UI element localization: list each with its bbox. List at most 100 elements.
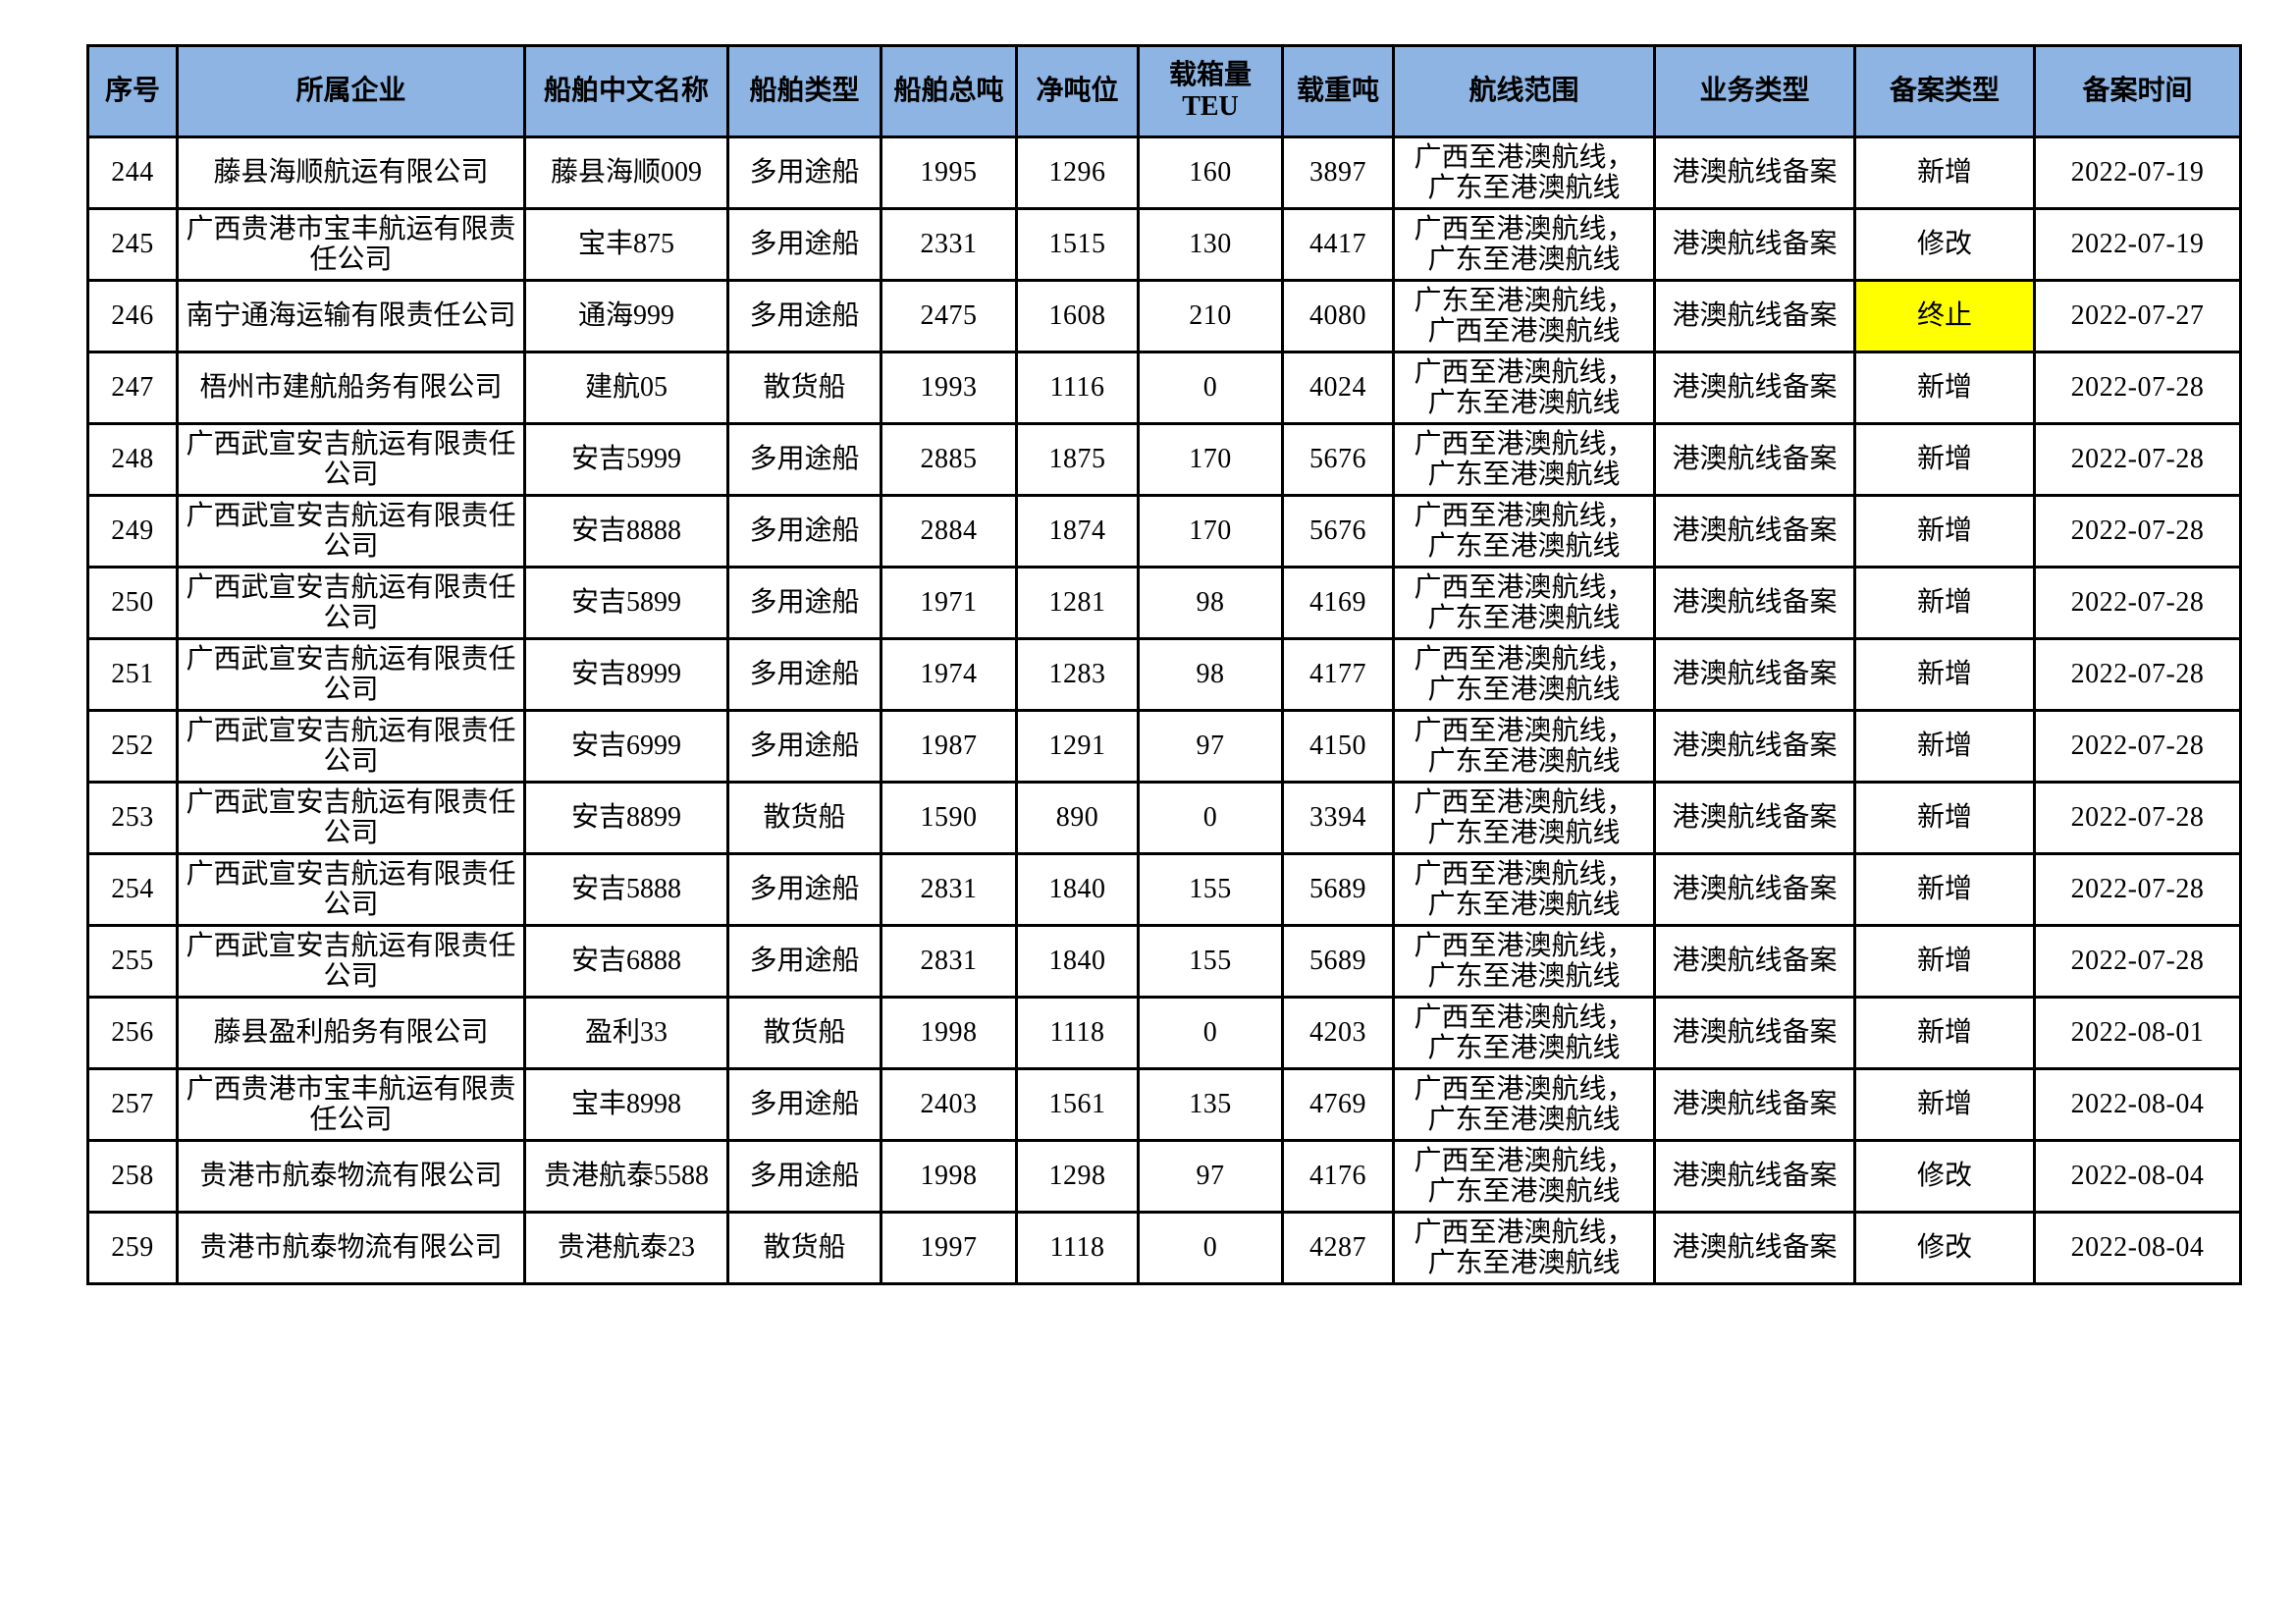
cell-route-range: 广西至港澳航线， 广东至港澳航线 [1392,709,1656,784]
cell-teu-capacity: 130 [1137,207,1284,282]
cell-company: 广西贵港市宝丰航运有限责任公司 [176,1067,526,1142]
cell-filing-date: 2022-08-04 [2033,1139,2242,1214]
cell-ship-name: 宝丰8998 [523,1067,729,1142]
cell-ship-name: 通海999 [523,279,729,353]
cell-route-range: 广东至港澳航线， 广西至港澳航线 [1392,279,1656,353]
cell-net-tonnage: 1118 [1015,1211,1140,1285]
cell-ship-name: 宝丰875 [523,207,729,282]
column-header-filing-type: 备案类型 [1853,44,2036,138]
cell-gross-tonnage: 2831 [880,852,1018,927]
cell-gross-tonnage: 1998 [880,1139,1018,1214]
cell-filing-date: 2022-07-19 [2033,135,2242,210]
cell-filing-type: 新增 [1853,637,2036,712]
cell-teu-capacity: 160 [1137,135,1284,210]
cell-business-type: 港澳航线备案 [1653,637,1856,712]
cell-route-range: 广西至港澳航线， 广东至港澳航线 [1392,924,1656,999]
ship-filing-table: 序号 所属企业 船舶中文名称 船舶类型 船舶总吨 净吨位 载箱量TEU 载重吨 航线范围 业务类型… [86,44,2242,1285]
cell-ship-type: 多用途船 [726,1067,882,1142]
column-header-gross-tonnage: 船舶总吨 [880,44,1018,138]
cell-net-tonnage: 1296 [1015,135,1140,210]
table-row: 247 梧州市建航船务有限公司 建航05 散货船 1993 1116 0 4024 广西至港澳航… [86,351,2242,425]
cell-gross-tonnage: 1995 [880,135,1018,210]
table-row: 253 广西武宣安吉航运有限责任公司 安吉8899 散货船 1590 890 0 3394 广西… [86,781,2242,855]
cell-net-tonnage: 1116 [1015,351,1140,425]
table-row: 248 广西武宣安吉航运有限责任公司 安吉5999 多用途船 2885 1875 170 56… [86,422,2242,497]
cell-gross-tonnage: 2884 [880,494,1018,568]
cell-serial: 249 [86,494,179,568]
cell-net-tonnage: 1561 [1015,1067,1140,1142]
cell-filing-type: 新增 [1853,351,2036,425]
cell-business-type: 港澳航线备案 [1653,781,1856,855]
cell-ship-type: 多用途船 [726,852,882,927]
document-page: 序号 所属企业 船舶中文名称 船舶类型 船舶总吨 净吨位 载箱量TEU 载重吨 航线范围 业务类型… [86,44,2242,1285]
cell-deadweight: 5689 [1281,852,1395,927]
cell-filing-date: 2022-07-19 [2033,207,2242,282]
cell-serial: 253 [86,781,179,855]
cell-teu-capacity: 170 [1137,494,1284,568]
cell-serial: 244 [86,135,179,210]
cell-filing-date: 2022-07-28 [2033,924,2242,999]
cell-ship-type: 多用途船 [726,709,882,784]
cell-teu-capacity: 97 [1137,709,1284,784]
cell-net-tonnage: 1291 [1015,709,1140,784]
cell-ship-name: 盈利33 [523,996,729,1070]
cell-serial: 248 [86,422,179,497]
cell-route-range: 广西至港澳航线， 广东至港澳航线 [1392,351,1656,425]
cell-teu-capacity: 155 [1137,924,1284,999]
cell-gross-tonnage: 1971 [880,566,1018,640]
cell-filing-type: 新增 [1853,566,2036,640]
table-row: 259 贵港市航泰物流有限公司 贵港航泰23 散货船 1997 1118 0 4287 广西至港… [86,1211,2242,1285]
cell-ship-type: 散货船 [726,351,882,425]
cell-route-range: 广西至港澳航线， 广东至港澳航线 [1392,1211,1656,1285]
cell-serial: 254 [86,852,179,927]
cell-company: 藤县盈利船务有限公司 [176,996,526,1070]
cell-ship-name: 安吉6888 [523,924,729,999]
cell-company: 广西武宣安吉航运有限责任公司 [176,637,526,712]
cell-net-tonnage: 1118 [1015,996,1140,1070]
cell-filing-type: 修改 [1853,1139,2036,1214]
cell-company: 广西武宣安吉航运有限责任公司 [176,422,526,497]
cell-net-tonnage: 1515 [1015,207,1140,282]
cell-route-range: 广西至港澳航线， 广东至港澳航线 [1392,996,1656,1070]
cell-ship-name: 安吉6999 [523,709,729,784]
cell-net-tonnage: 1875 [1015,422,1140,497]
cell-deadweight: 4769 [1281,1067,1395,1142]
cell-deadweight: 5676 [1281,494,1395,568]
cell-gross-tonnage: 1998 [880,996,1018,1070]
cell-route-range: 广西至港澳航线， 广东至港澳航线 [1392,135,1656,210]
cell-serial: 252 [86,709,179,784]
cell-deadweight: 4176 [1281,1139,1395,1214]
cell-deadweight: 4177 [1281,637,1395,712]
cell-serial: 246 [86,279,179,353]
cell-business-type: 港澳航线备案 [1653,1067,1856,1142]
cell-filing-date: 2022-07-28 [2033,494,2242,568]
cell-serial: 245 [86,207,179,282]
table-row: 244 藤县海顺航运有限公司 藤县海顺009 多用途船 1995 1296 160 3897 广… [86,135,2242,210]
cell-net-tonnage: 1840 [1015,924,1140,999]
column-header-net-tonnage: 净吨位 [1015,44,1140,138]
cell-ship-name: 安吉5888 [523,852,729,927]
cell-gross-tonnage: 2831 [880,924,1018,999]
cell-serial: 258 [86,1139,179,1214]
cell-deadweight: 5676 [1281,422,1395,497]
column-header-business-type: 业务类型 [1653,44,1856,138]
cell-gross-tonnage: 1987 [880,709,1018,784]
cell-ship-type: 多用途船 [726,566,882,640]
cell-filing-type: 修改 [1853,207,2036,282]
cell-business-type: 港澳航线备案 [1653,279,1856,353]
cell-route-range: 广西至港澳航线， 广东至港澳航线 [1392,781,1656,855]
cell-serial: 247 [86,351,179,425]
cell-ship-type: 多用途船 [726,924,882,999]
cell-route-range: 广西至港澳航线， 广东至港澳航线 [1392,207,1656,282]
cell-deadweight: 4417 [1281,207,1395,282]
cell-filing-type: 新增 [1853,494,2036,568]
cell-business-type: 港澳航线备案 [1653,207,1856,282]
cell-net-tonnage: 1298 [1015,1139,1140,1214]
cell-gross-tonnage: 1993 [880,351,1018,425]
cell-teu-capacity: 98 [1137,566,1284,640]
cell-gross-tonnage: 1590 [880,781,1018,855]
cell-deadweight: 3394 [1281,781,1395,855]
cell-business-type: 港澳航线备案 [1653,924,1856,999]
cell-business-type: 港澳航线备案 [1653,1211,1856,1285]
cell-teu-capacity: 97 [1137,1139,1284,1214]
